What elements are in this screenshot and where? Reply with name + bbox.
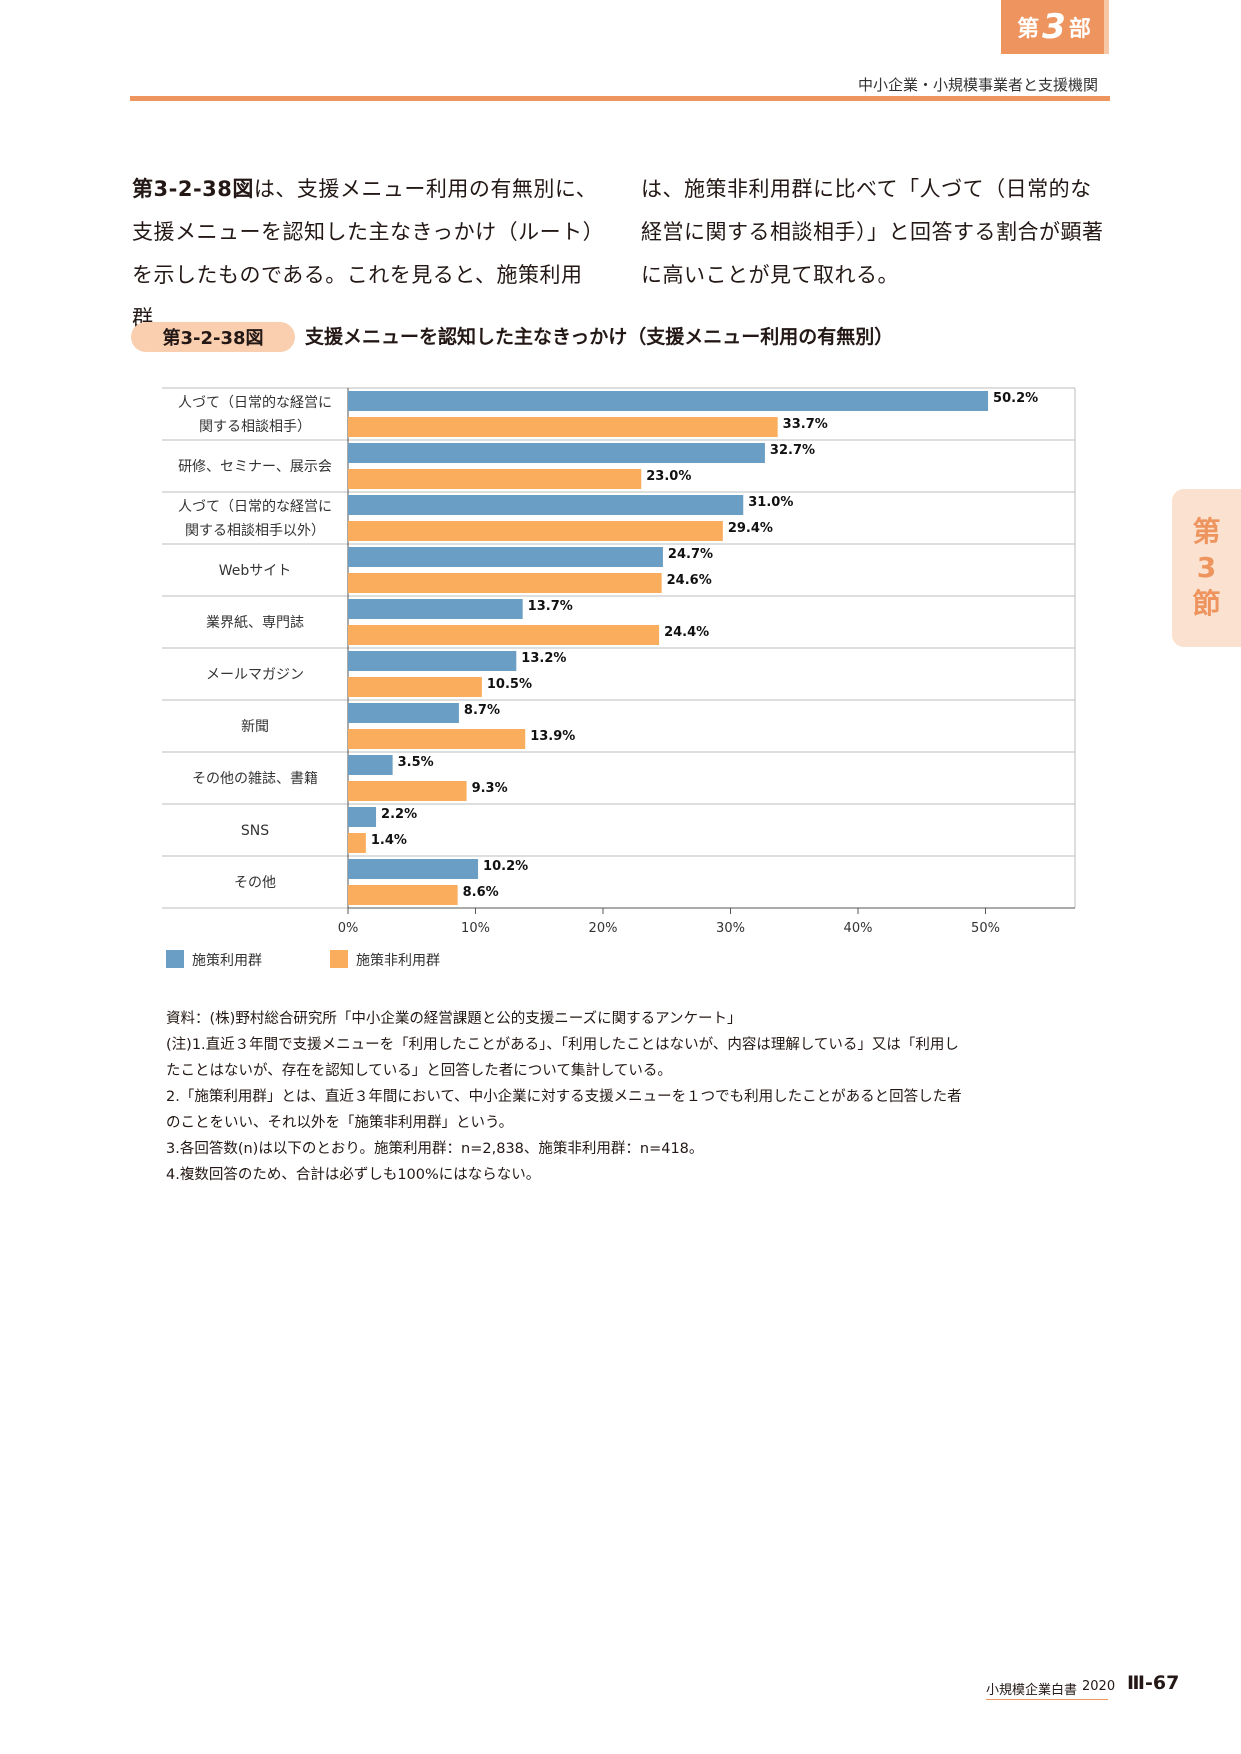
x-tick-label: 0% (338, 921, 359, 936)
bar (348, 885, 458, 905)
figure-title: 支援メニューを認知した主なきっかけ（支援メニュー利用の有無別） (305, 326, 894, 348)
x-tick-label: 40% (844, 921, 873, 936)
source-note: 資料：(株)野村総合研究所「中小企業の経営課題と公的支援ニーズに関するアンケート… (166, 1011, 742, 1027)
running-title: 中小企業・小規模事業者と支援機関 (857, 76, 1098, 94)
category-label: 関する相談相手以外） (185, 523, 325, 539)
category-label: Webサイト (219, 563, 292, 579)
note-4: 4.複数回答のため、合計は必ずしも100%にはならない。 (166, 1167, 541, 1183)
body-column-left: 第3-2-38図は、支援メニュー利用の有無別に、支援メニューを認知した主なきっか… (132, 168, 602, 340)
legend-label: 施策非利用群 (356, 952, 440, 969)
bar (348, 469, 642, 489)
bar (348, 651, 517, 671)
bar-value-label: 9.3% (472, 781, 508, 796)
category-label: SNS (241, 823, 269, 839)
bar-chart: 0% 10% 20% 30% 40% 50% 人づて（日常的な経営に関する相談相手） 50.2… (162, 387, 1076, 969)
x-tick-label: 10% (461, 921, 490, 936)
part-tab-edge (1104, 0, 1109, 54)
bar (348, 729, 526, 749)
bar (348, 547, 663, 567)
bar-value-label: 31.0% (748, 495, 793, 510)
bar (348, 625, 660, 645)
body-text-right: は、施策非利用群に比べて「人づて（日常的な経営に関する相談相手）」と回答する割合… (641, 177, 1104, 287)
figure-reference: 第3-2-38図 (132, 177, 254, 201)
bar (348, 599, 523, 619)
section-tab-line3: 節 (1192, 587, 1221, 620)
category-label: その他の雑誌、書籍 (192, 770, 318, 787)
bar (348, 573, 662, 593)
x-tick-label: 30% (716, 921, 745, 936)
legend-label: 施策利用群 (192, 952, 262, 969)
category-label: 人づて（日常的な経営に (178, 395, 332, 411)
bar-value-label: 2.2% (381, 807, 417, 822)
figure-notes: 資料：(株)野村総合研究所「中小企業の経営課題と公的支援ニーズに関するアンケート… (166, 1006, 1086, 1188)
bar-value-label: 10.5% (487, 677, 532, 692)
legend-swatch (166, 950, 184, 968)
bar-value-label: 8.6% (463, 885, 499, 900)
bar (348, 703, 459, 723)
bar-value-label: 29.4% (728, 521, 773, 536)
part-tab-suffix: 部 (1068, 17, 1091, 42)
bar-value-label: 50.2% (993, 391, 1038, 406)
bar-value-label: 24.6% (667, 573, 712, 588)
bar-value-label: 24.7% (668, 547, 713, 562)
bar (348, 521, 723, 541)
category-label: 研修、セミナー、展示会 (178, 459, 332, 475)
bar (348, 781, 467, 801)
footer-rule (986, 1699, 1108, 1700)
category-label: 関する相談相手） (199, 419, 311, 435)
bar (348, 495, 744, 515)
section-tab-line1: 第 (1192, 515, 1221, 548)
note-2a: 2.「施策利用群」とは、直近３年間において、中小企業に対する支援メニューを１つで… (166, 1089, 962, 1105)
bar-value-label: 13.2% (521, 651, 566, 666)
bar-value-label: 8.7% (464, 703, 500, 718)
part-tab-number: 3 (1042, 7, 1066, 47)
bar (348, 391, 989, 411)
bar-value-label: 32.7% (770, 443, 815, 458)
legend-swatch (330, 950, 348, 968)
bar-value-label: 10.2% (483, 859, 528, 874)
bar-value-label: 13.9% (530, 729, 575, 744)
bar-value-label: 1.4% (371, 833, 407, 848)
note-1a: (注)1.直近３年間で支援メニューを「利用したことがある」、「利用したことはない… (166, 1037, 959, 1053)
part-tab-prefix: 第 (1017, 17, 1040, 42)
note-2b: のことをいい、それ以外を「施策非利用群」という。 (166, 1115, 514, 1131)
x-tick-label: 50% (971, 921, 1000, 936)
footer-year: 2020 (1082, 1679, 1116, 1694)
bar (348, 677, 482, 697)
category-label: その他 (234, 875, 276, 891)
category-label: 人づて（日常的な経営に (178, 499, 332, 515)
section-tab-line2: 3 (1196, 551, 1217, 584)
footer-book-title: 小規模企業白書 (986, 1683, 1078, 1698)
body-text-left: は、支援メニュー利用の有無別に、支援メニューを認知した主なきっかけ（ルート）を示… (132, 177, 598, 330)
bar (348, 807, 377, 827)
section-tab: 第 3 節 (1172, 489, 1241, 647)
category-label: メールマガジン (206, 667, 304, 683)
bar (348, 417, 778, 437)
figure-number-badge: 第3-2-38図 (131, 322, 295, 352)
header-rule (130, 96, 1110, 101)
bar-value-label: 13.7% (528, 599, 573, 614)
bar (348, 859, 479, 879)
x-tick-label: 20% (589, 921, 618, 936)
body-column-right: は、施策非利用群に比べて「人づて（日常的な経営に関する相談相手）」と回答する割合… (641, 168, 1111, 297)
note-1b: たことはないが、存在を認知している」と回答した者について集計している。 (166, 1063, 672, 1079)
bar (348, 443, 765, 463)
bar (348, 755, 393, 775)
category-label: 新聞 (241, 719, 269, 735)
bar-value-label: 3.5% (398, 755, 434, 770)
note-3: 3.各回答数(n)は以下のとおり。施策利用群：n=2,838、施策非利用群：n=… (166, 1141, 704, 1157)
bar-value-label: 33.7% (783, 417, 828, 432)
bar-value-label: 24.4% (664, 625, 709, 640)
category-label: 業界紙、専門誌 (206, 615, 304, 631)
bar-value-label: 23.0% (646, 469, 691, 484)
part-tab: 第 3 部 (1001, 0, 1107, 54)
bar (348, 833, 366, 853)
page-number: Ⅲ-67 (1127, 1672, 1180, 1694)
